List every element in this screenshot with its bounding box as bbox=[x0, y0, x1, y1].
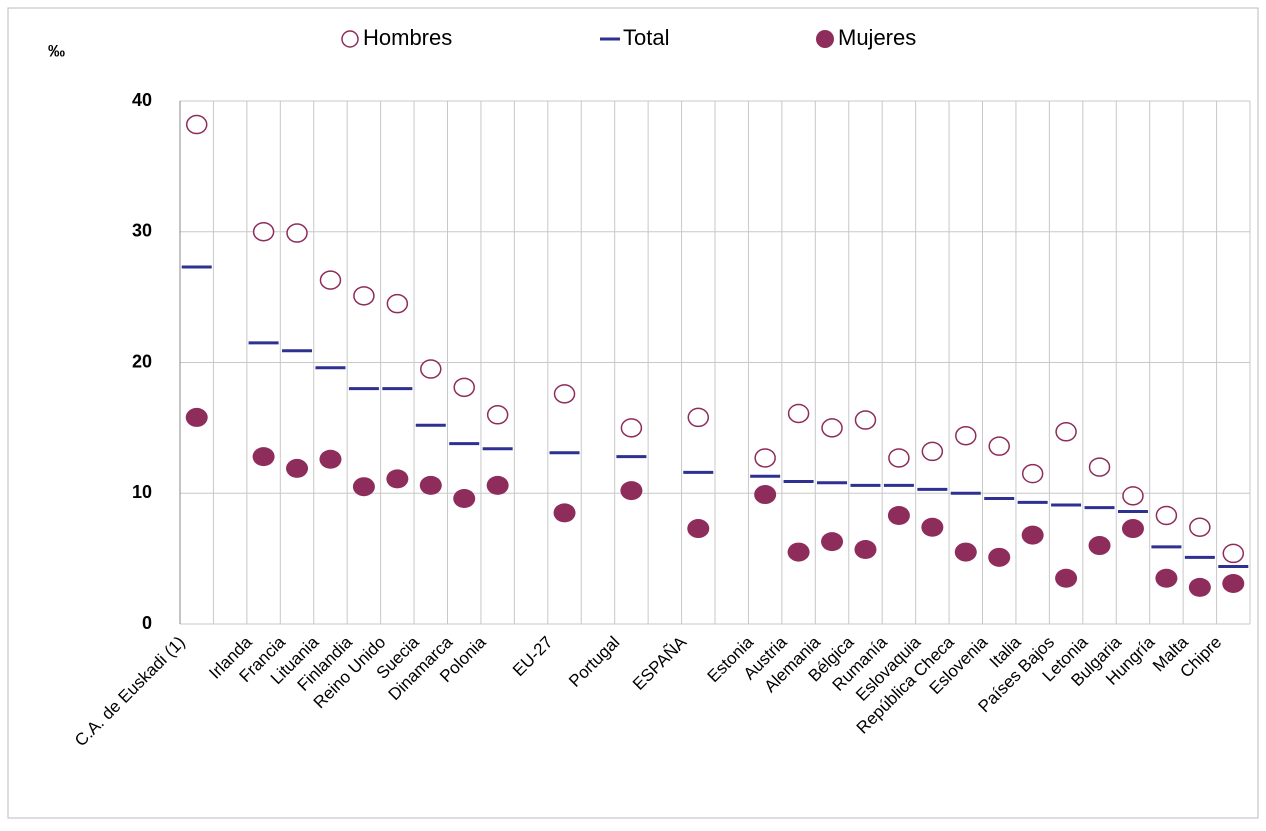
y-tick-label: 10 bbox=[132, 482, 152, 502]
legend-label: Mujeres bbox=[838, 25, 916, 50]
hombres-marker bbox=[420, 359, 442, 379]
hombres-marker bbox=[319, 270, 342, 290]
y-tick-label: 30 bbox=[132, 221, 152, 241]
hombres-marker bbox=[386, 293, 409, 314]
legend-label: Total bbox=[623, 25, 669, 50]
hombres-marker bbox=[888, 448, 910, 468]
legend-marker bbox=[816, 30, 834, 48]
mujeres-marker bbox=[319, 449, 342, 469]
mujeres-marker bbox=[453, 488, 476, 508]
mujeres-marker bbox=[620, 481, 643, 501]
hombres-marker bbox=[1055, 422, 1077, 442]
hombres-marker bbox=[453, 377, 475, 398]
hombres-marker bbox=[252, 222, 275, 242]
mujeres-marker bbox=[1088, 536, 1111, 556]
hombres-marker bbox=[687, 407, 710, 428]
hombres-marker bbox=[553, 384, 576, 404]
legend-label: Hombres bbox=[363, 25, 452, 50]
hombres-marker bbox=[486, 405, 509, 425]
hombres-marker bbox=[1155, 505, 1178, 526]
mujeres-marker bbox=[887, 505, 910, 525]
mujeres-marker bbox=[854, 539, 877, 559]
mujeres-marker bbox=[1222, 573, 1245, 593]
hombres-marker bbox=[854, 410, 877, 430]
y-axis-label: ‰ bbox=[48, 41, 65, 60]
hombres-marker bbox=[921, 441, 944, 462]
hombres-marker bbox=[1122, 486, 1144, 506]
mujeres-marker bbox=[1055, 568, 1078, 588]
mujeres-marker bbox=[787, 542, 810, 562]
hombres-marker bbox=[988, 436, 1010, 456]
mujeres-marker bbox=[1188, 577, 1211, 597]
mujeres-marker bbox=[553, 503, 576, 523]
hombres-marker bbox=[787, 403, 810, 424]
hombres-marker bbox=[1088, 457, 1111, 477]
mujeres-marker bbox=[687, 519, 710, 539]
hombres-marker bbox=[821, 418, 843, 438]
hombres-marker bbox=[286, 223, 308, 243]
y-tick-label: 20 bbox=[132, 351, 152, 371]
mujeres-marker bbox=[1121, 519, 1144, 539]
mujeres-marker bbox=[921, 517, 944, 537]
y-tick-label: 0 bbox=[142, 613, 152, 633]
hombres-marker bbox=[955, 425, 977, 446]
y-tick-label: 40 bbox=[132, 90, 152, 110]
hombres-marker bbox=[1021, 463, 1044, 484]
hombres-marker bbox=[1189, 517, 1211, 537]
mujeres-marker bbox=[1021, 525, 1044, 545]
hombres-marker bbox=[1222, 543, 1245, 564]
mujeres-marker bbox=[286, 458, 309, 478]
mujeres-marker bbox=[386, 469, 409, 489]
legend-marker bbox=[341, 30, 359, 48]
mujeres-marker bbox=[988, 547, 1011, 567]
mujeres-marker bbox=[419, 475, 442, 495]
mujeres-marker bbox=[486, 475, 509, 495]
hombres-marker bbox=[620, 418, 643, 438]
mujeres-marker bbox=[1155, 568, 1178, 588]
mujeres-marker bbox=[352, 477, 375, 497]
mujeres-marker bbox=[185, 407, 208, 427]
hombres-marker bbox=[185, 114, 208, 135]
hombres-marker bbox=[754, 448, 776, 468]
mujeres-marker bbox=[821, 532, 844, 552]
mujeres-marker bbox=[954, 542, 977, 562]
mujeres-marker bbox=[252, 447, 275, 467]
hombres-marker bbox=[353, 286, 375, 306]
mujeres-marker bbox=[754, 485, 777, 505]
